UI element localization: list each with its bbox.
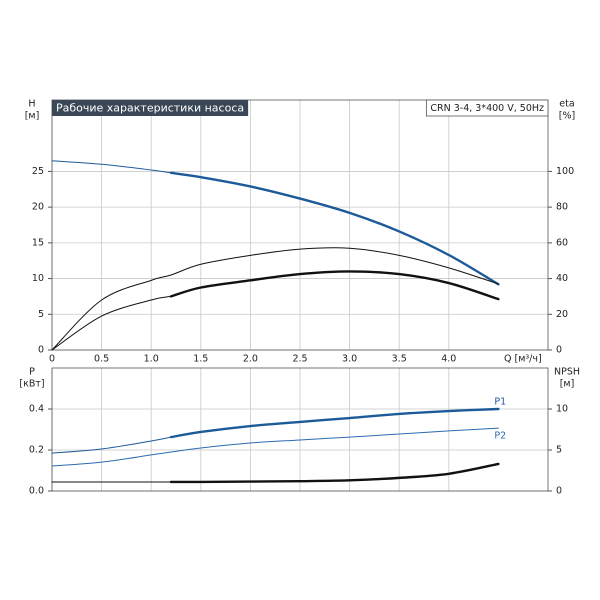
series-label: P2	[494, 431, 506, 442]
x-tick-label: 3.5	[392, 354, 407, 365]
x-axis-label: Q [м³/ч]	[504, 354, 542, 365]
y2-tick-label: 20	[556, 309, 568, 320]
y2-axis-unit: [м]	[560, 379, 575, 390]
x-tick-label: 0.5	[94, 354, 109, 365]
y2-tick-label: 60	[556, 237, 568, 248]
x-tick-label: 2.5	[292, 354, 307, 365]
y2-tick-label: 0	[556, 486, 562, 497]
y-tick-label: 15	[32, 237, 44, 248]
y-tick-label: 10	[32, 273, 44, 284]
series-line	[51, 436, 172, 454]
series-line	[169, 171, 500, 286]
y2-tick-label: 40	[556, 273, 568, 284]
series-label: P1	[494, 397, 506, 408]
y2-axis-unit: [%]	[559, 111, 575, 122]
series-line	[51, 427, 499, 467]
x-tick-label: 1.5	[193, 354, 208, 365]
x-tick-label: 4.0	[441, 354, 456, 365]
chart-title: Рабочие характеристики насоса	[56, 102, 244, 115]
y-tick-label: 20	[32, 202, 44, 213]
info-box	[425, 99, 549, 117]
y-axis-unit: [кВт]	[19, 379, 44, 390]
y-axis-label: H	[28, 99, 35, 110]
x-tick-label: 2.0	[243, 354, 258, 365]
series-line	[169, 270, 500, 301]
plot-frame	[51, 367, 549, 492]
plot-frame	[51, 99, 549, 351]
y2-tick-label: 0	[556, 345, 562, 356]
y-axis-label: P	[29, 367, 35, 378]
series-line	[51, 160, 172, 174]
y2-axis-label: NPSH	[554, 367, 580, 378]
y-tick-label: 0.0	[29, 486, 44, 497]
series-line	[169, 407, 500, 439]
y-tick-label: 5	[38, 309, 44, 320]
y2-tick-label: 80	[556, 202, 568, 213]
chart-subtitle: CRN 3-4, 3*400 V, 50Hz	[430, 103, 544, 114]
y-axis-unit: [м]	[25, 111, 40, 122]
series-line	[51, 247, 499, 351]
title-box	[52, 100, 249, 116]
x-tick-label: 0	[49, 354, 55, 365]
x-tick-label: 1.0	[144, 354, 159, 365]
y-tick-label: 0.2	[29, 445, 44, 456]
y2-tick-label: 100	[556, 166, 574, 177]
series-line	[51, 295, 172, 351]
y-tick-label: 25	[32, 166, 44, 177]
y-tick-label: 0	[38, 345, 44, 356]
y2-tick-label: 5	[556, 445, 562, 456]
x-tick-label: 3.0	[342, 354, 357, 365]
y2-axis-label: eta	[559, 99, 574, 110]
y-tick-label: 0.4	[29, 404, 44, 415]
y2-tick-label: 10	[556, 404, 568, 415]
series-line	[169, 462, 500, 484]
